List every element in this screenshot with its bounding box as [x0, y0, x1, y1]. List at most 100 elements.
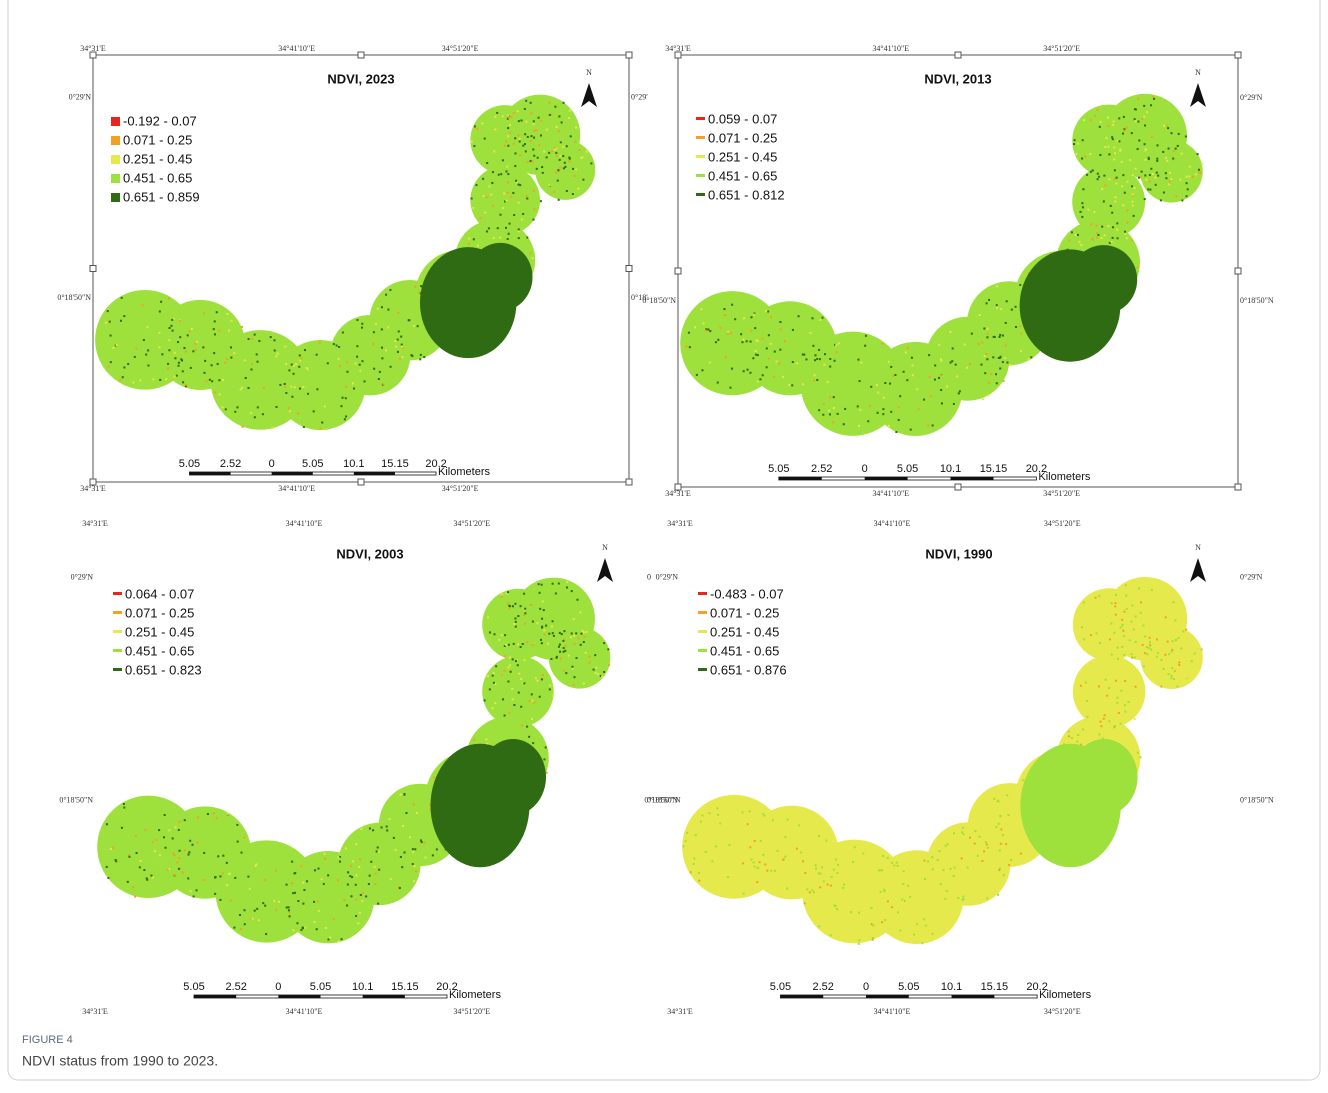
map-speckle: [899, 929, 902, 932]
map-speckle: [536, 679, 539, 682]
map-speckle: [494, 128, 497, 131]
map-speckle: [559, 154, 562, 157]
map-speckle: [870, 385, 873, 388]
map-speckle: [343, 418, 346, 421]
map-speckle: [1126, 221, 1129, 224]
map-speckle: [1106, 116, 1109, 119]
map-speckle: [517, 134, 520, 137]
map-speckle: [338, 365, 341, 368]
map-speckle: [998, 867, 1001, 870]
map-speckle: [1175, 195, 1178, 198]
map-speckle: [1124, 710, 1127, 713]
map-speckle: [996, 306, 999, 309]
map-speckle: [513, 704, 516, 707]
map-speckle: [999, 815, 1002, 818]
map-speckle: [505, 592, 508, 595]
map-speckle: [505, 170, 508, 173]
map-speckle: [219, 898, 222, 901]
map-speckle: [585, 630, 588, 633]
map-speckle: [759, 839, 762, 842]
map-speckle: [409, 836, 412, 839]
map-speckle: [759, 378, 762, 381]
map-speckle: [872, 936, 875, 939]
map-speckle: [859, 408, 862, 411]
map-speckle: [1109, 204, 1112, 207]
map-speckle: [588, 655, 591, 658]
map-speckle: [1136, 751, 1139, 754]
map-speckle: [819, 872, 822, 875]
map-speckle: [1154, 176, 1157, 179]
map-speckle: [340, 405, 343, 408]
map-speckle: [918, 919, 921, 922]
map-speckle: [1145, 178, 1148, 181]
map-speckle: [557, 582, 560, 585]
map-speckle: [1144, 174, 1147, 177]
map-speckle: [146, 326, 149, 329]
map-speckle: [876, 411, 879, 414]
map-speckle: [544, 746, 547, 749]
map-speckle: [1121, 132, 1124, 135]
map-speckle: [503, 644, 506, 647]
map-speckle: [750, 841, 753, 844]
map-speckle: [505, 140, 508, 143]
map-speckle: [774, 869, 777, 872]
map-speckle: [312, 410, 315, 413]
map-speckle: [358, 866, 361, 869]
map-speckle: [995, 825, 998, 828]
map-speckle: [271, 427, 274, 430]
map-speckle: [555, 151, 558, 154]
map-speckle: [244, 376, 247, 379]
map-speckle: [568, 109, 571, 112]
map-speckle: [554, 105, 557, 108]
map-speckle: [1000, 828, 1003, 831]
map-speckle: [168, 829, 171, 832]
scale-segment: [194, 995, 237, 998]
map-speckle: [1139, 756, 1142, 759]
map-speckle: [414, 848, 417, 851]
map-speckle: [1006, 794, 1009, 797]
map-speckle: [1185, 628, 1188, 631]
map-speckle: [853, 846, 856, 849]
map-speckle: [579, 611, 582, 614]
map-speckle: [1101, 737, 1104, 740]
map-speckle: [519, 605, 522, 608]
map-speckle: [179, 319, 182, 322]
map-speckle: [146, 878, 149, 881]
map-speckle: [182, 381, 185, 384]
map-speckle: [517, 183, 520, 186]
legend-label: -0.483 - 0.07: [710, 586, 784, 601]
map-speckle: [337, 856, 340, 859]
map-speckle: [467, 242, 470, 245]
map-speckle: [503, 144, 506, 147]
map-speckle: [1121, 623, 1124, 626]
map-speckle: [524, 612, 527, 615]
coord-label: 0°29'N: [69, 93, 92, 102]
map-speckle: [1097, 233, 1100, 236]
map-speckle: [173, 351, 176, 354]
map-speckle: [358, 911, 361, 914]
map-speckle: [300, 357, 303, 360]
map-speckle: [1159, 199, 1162, 202]
map-speckle: [1130, 653, 1133, 656]
map-speckle: [857, 911, 860, 914]
map-speckle: [532, 218, 535, 221]
map-speckle: [945, 385, 948, 388]
map-speckle: [1009, 364, 1012, 367]
map-speckle: [822, 880, 825, 883]
map-speckle: [830, 876, 833, 879]
map-speckle: [1177, 132, 1180, 135]
map-speckle: [1116, 657, 1119, 660]
map-speckle: [1150, 622, 1153, 625]
map-speckle: [1108, 241, 1111, 244]
map-speckle: [537, 583, 540, 586]
map-speckle: [882, 396, 885, 399]
map-speckle: [568, 117, 571, 120]
map-speckle: [1008, 864, 1011, 867]
map-speckle: [158, 310, 161, 313]
map-speckle: [1167, 147, 1170, 150]
scale-label: 5.05: [770, 981, 791, 993]
coord-label: 34°31'E: [80, 44, 106, 53]
map-speckle: [435, 848, 438, 851]
map-speckle: [1110, 653, 1113, 656]
map-region: [482, 655, 554, 728]
